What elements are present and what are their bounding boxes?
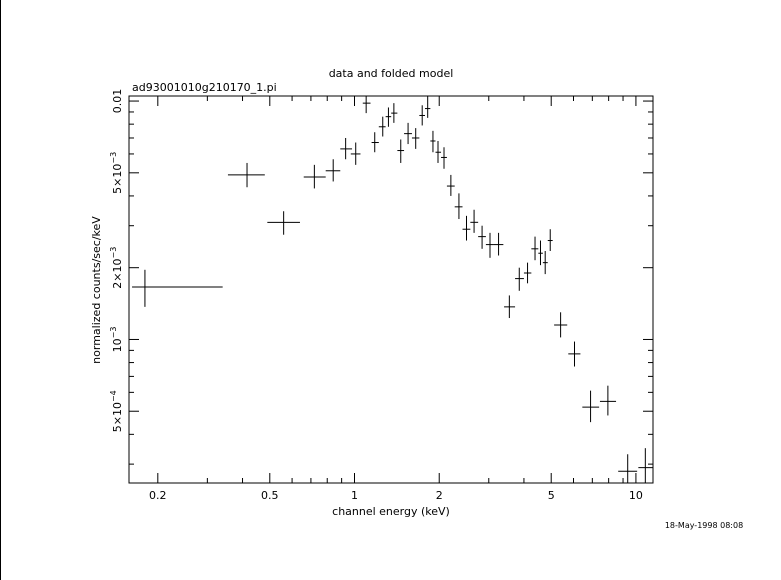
data-point <box>385 107 392 127</box>
data-point <box>568 341 581 367</box>
data-point <box>478 225 486 249</box>
data-point <box>397 139 405 163</box>
data-point <box>132 269 223 307</box>
data-point <box>618 454 638 483</box>
y-tick-labels: 5×10−4 10−3 2×10−3 5×10−3 0.01 <box>109 89 124 432</box>
data-point <box>446 174 455 196</box>
x-tick-label: 0.2 <box>149 489 167 502</box>
data-point <box>531 236 539 261</box>
data-point <box>362 96 371 114</box>
data-point <box>267 211 300 235</box>
x-tick-label: 1 <box>351 489 358 502</box>
y-tick-label: 2×10−3 <box>109 247 124 289</box>
y-tick-label: 0.01 <box>111 89 124 114</box>
y-tick-label: 10−3 <box>109 327 124 353</box>
timestamp: 18-May-1998 08:08 <box>665 521 743 530</box>
y-tick-label: 5×10−3 <box>109 152 124 194</box>
x-tick-label: 10 <box>629 489 643 502</box>
data-point <box>350 142 361 165</box>
data-point <box>554 312 568 338</box>
data-point <box>493 232 504 256</box>
axis-ticks <box>129 96 653 483</box>
data-point <box>424 96 431 118</box>
data-point <box>441 147 447 169</box>
y-tick-label: 5×10−4 <box>109 390 124 432</box>
chart-subtitle: ad93001010g210170_1.pi <box>132 81 277 94</box>
x-axis-label: channel energy (keV) <box>332 505 450 518</box>
data-point <box>485 232 494 258</box>
data-point <box>378 116 386 137</box>
data-point <box>371 132 379 153</box>
data-point <box>462 215 471 241</box>
data-point <box>538 240 543 266</box>
data-point <box>227 162 265 188</box>
data-point <box>454 193 463 220</box>
x-tick-label: 0.5 <box>261 489 279 502</box>
data-point <box>470 209 479 233</box>
plot-frame <box>128 95 654 484</box>
data-point <box>419 105 425 126</box>
x-tick-label: 2 <box>436 489 443 502</box>
data-point <box>547 229 553 251</box>
data-point <box>430 130 436 153</box>
data-point <box>340 137 353 160</box>
x-tick-labels: 0.2 0.5 1 2 5 10 <box>149 489 643 502</box>
data-point <box>542 250 548 275</box>
data-point <box>599 385 617 416</box>
chart-title: data and folded model <box>329 67 454 80</box>
data-point <box>504 295 516 319</box>
data-point <box>582 390 600 423</box>
data-point <box>638 448 653 483</box>
data-point <box>404 122 412 145</box>
y-axis-label: normalized counts/sec/keV <box>90 216 103 364</box>
data-point <box>303 164 326 189</box>
data-point <box>391 103 398 123</box>
data-point <box>523 262 532 284</box>
window-left-border <box>0 0 1 580</box>
data-point <box>435 140 442 163</box>
data-point <box>515 267 524 291</box>
data-point <box>325 159 341 182</box>
x-tick-label: 5 <box>548 489 555 502</box>
data-points <box>132 96 653 483</box>
data-point <box>411 128 420 149</box>
